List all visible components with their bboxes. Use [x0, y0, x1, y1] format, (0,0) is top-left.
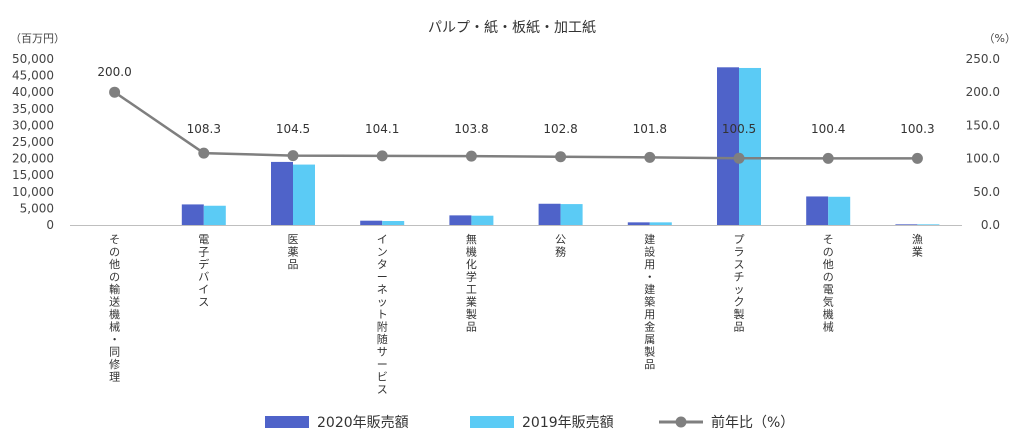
bar-2019: [471, 215, 494, 225]
category-label: プラスチック製品: [734, 233, 745, 334]
left-tick-label: 40,000: [12, 85, 54, 99]
category-label: 公務: [555, 233, 566, 259]
legend-swatch: [470, 416, 514, 428]
right-tick-label: 150.0: [966, 118, 1000, 132]
legend-swatch: [265, 416, 309, 428]
bar-2020: [360, 220, 383, 225]
category-label: その他の電気機械: [823, 233, 834, 334]
right-axis: 0.0 50.0 100.0 150.0 200.0 250.0: [966, 52, 1000, 232]
left-tick-label: 0: [46, 218, 54, 232]
bar-2020: [895, 224, 918, 225]
bar-2019: [828, 196, 851, 225]
right-tick-label: 200.0: [966, 85, 1000, 99]
legend-label: 2020年販売額: [317, 415, 409, 431]
ratio-point: [822, 152, 834, 164]
left-axis-unit: （百万円）: [10, 32, 65, 45]
ratio-data-label: 104.1: [365, 122, 399, 136]
ratio-point: [733, 152, 745, 164]
ratio-point: [911, 152, 923, 164]
bar-2020: [538, 203, 561, 225]
bar-2019: [739, 67, 761, 226]
bar-2019: [649, 222, 672, 225]
category-label: 医薬品: [288, 233, 299, 271]
right-tick-label: 0.0: [981, 218, 1000, 232]
bar-2020: [449, 215, 472, 225]
ratio-data-label: 100.5: [722, 122, 756, 136]
category-labels: その他の輸送機械・同修理 電子デバイス 医薬品 インターネット附随サービス 無機化学工業…: [109, 232, 923, 396]
left-tick-label: 20,000: [12, 152, 54, 166]
ratio-data-label: 100.3: [900, 122, 934, 136]
left-axis: 0 5,000 10,000 15,000 20,000 25,000 30,000 35,0…: [12, 52, 54, 232]
left-tick-label: 50,000: [12, 52, 54, 66]
category-label: その他の輸送機械・同修理: [109, 233, 120, 384]
ratio-point: [465, 150, 477, 162]
category-label: インターネット附随サービス: [377, 233, 388, 396]
bar-2019: [293, 164, 315, 225]
bar-2020: [271, 161, 293, 225]
bar-2019: [560, 204, 583, 225]
ratio-point: [644, 151, 656, 163]
bar-2020: [717, 67, 739, 225]
bar-2019: [917, 224, 940, 225]
category-label: 漁業: [912, 232, 923, 259]
left-tick-label: 25,000: [12, 135, 54, 149]
ratio-data-label: 102.8: [543, 122, 577, 136]
right-axis-unit: （%）: [984, 32, 1016, 45]
bar-2020: [627, 222, 650, 225]
right-tick-label: 50.0: [973, 185, 1000, 199]
ratio-data-label: 104.5: [276, 122, 310, 136]
ratio-line: 200.0 108.3 104.5 104.1 103.8 102.8 101.8 100.5…: [97, 65, 935, 164]
legend-label: 2019年販売額: [522, 415, 614, 431]
ratio-point: [376, 150, 388, 162]
category-label: 電子デバイス: [198, 233, 209, 309]
legend: 2020年販売額 2019年販売額 前年比（%）: [265, 414, 794, 431]
ratio-line-path: [113, 91, 918, 160]
left-tick-label: 5,000: [20, 201, 54, 215]
left-tick-label: 10,000: [12, 185, 54, 199]
ratio-data-label: 108.3: [187, 122, 221, 136]
bar-2020: [181, 204, 204, 225]
ratio-data-label: 100.4: [811, 122, 845, 136]
ratio-data-label: 101.8: [633, 122, 667, 136]
category-label: 無機化学工業製品: [466, 232, 477, 334]
ratio-point: [555, 151, 567, 163]
left-tick-label: 45,000: [12, 69, 54, 83]
left-tick-label: 30,000: [12, 118, 54, 132]
right-tick-label: 250.0: [966, 52, 1000, 66]
bar-2020: [806, 196, 829, 225]
chart-title: パルプ・紙・板紙・加工紙: [428, 20, 596, 36]
bar-2019: [382, 221, 405, 225]
ratio-data-label: 103.8: [454, 122, 488, 136]
category-label: 建設用・建築用金属製品: [644, 232, 655, 371]
ratio-point: [109, 86, 121, 98]
bar-2019: [203, 205, 226, 225]
ratio-point: [287, 150, 299, 162]
legend-marker: [675, 416, 687, 428]
ratio-data-label: 200.0: [97, 65, 131, 79]
left-tick-label: 15,000: [12, 168, 54, 182]
left-tick-label: 35,000: [12, 102, 54, 116]
right-tick-label: 100.0: [966, 152, 1000, 166]
legend-label: 前年比（%）: [711, 414, 794, 431]
ratio-point: [198, 147, 210, 159]
bars: [181, 67, 940, 226]
